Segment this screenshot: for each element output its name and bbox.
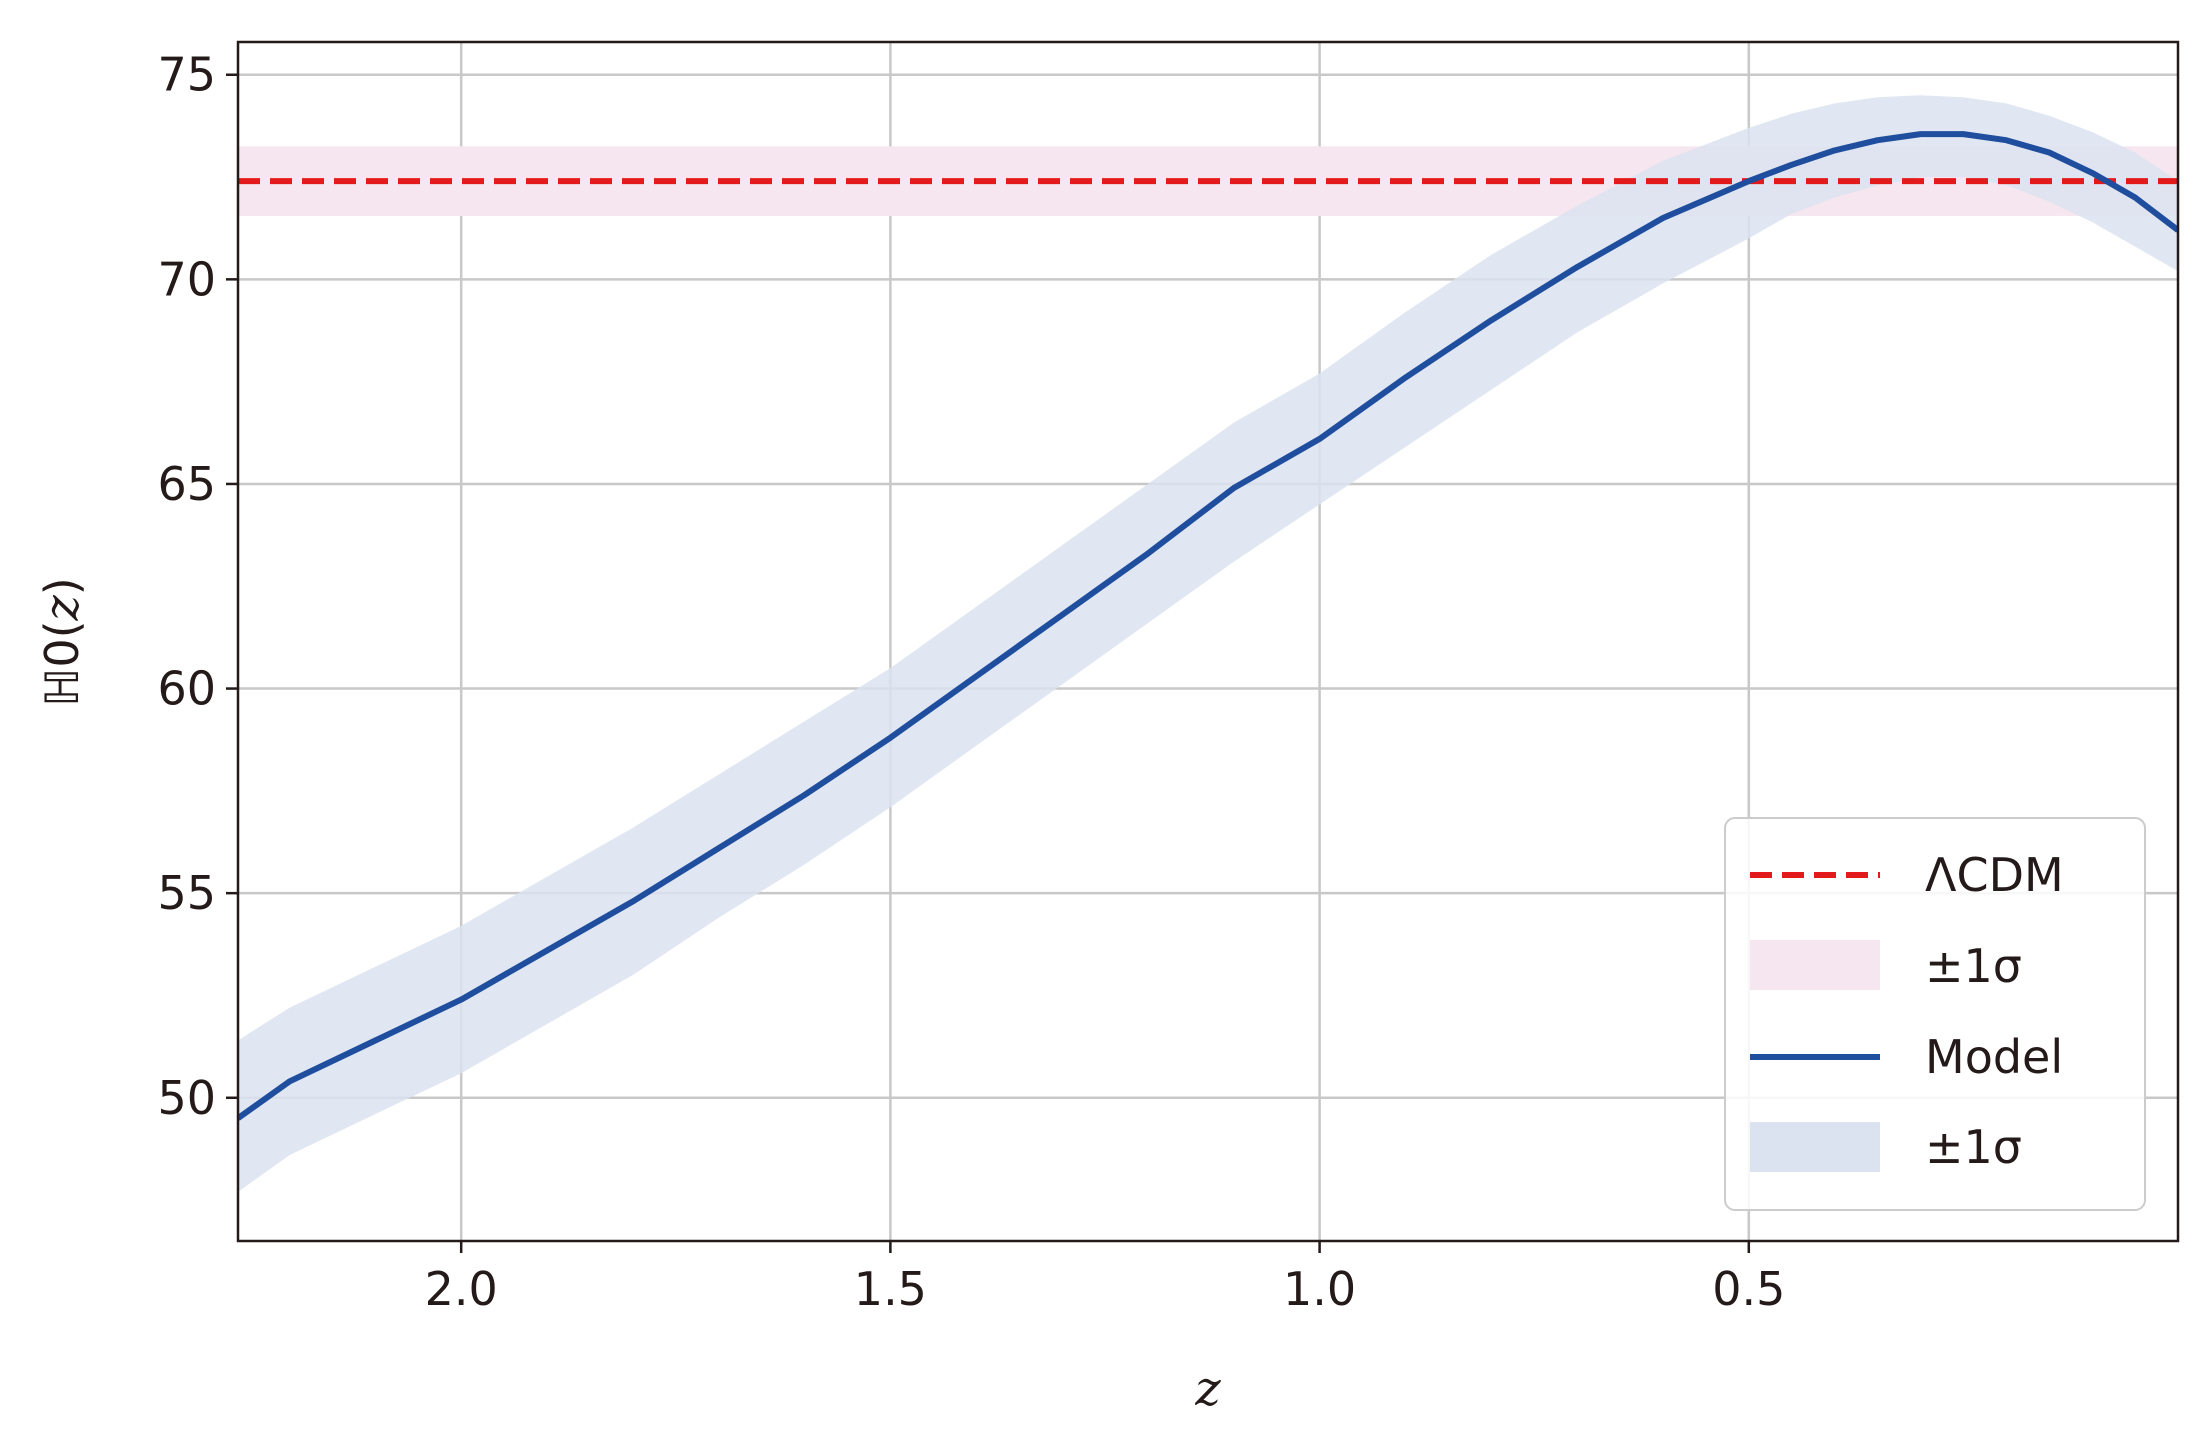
legend-model-band-swatch	[1750, 1122, 1880, 1172]
legend-lcdm-band-label: ±1σ	[1925, 939, 2022, 993]
grid	[238, 42, 2178, 1241]
y-axis-label: ℍ0(z)	[34, 577, 90, 707]
legend-model-label: Model	[1925, 1030, 2063, 1084]
legend-lcdm-band-swatch	[1750, 940, 1880, 990]
x-axis-label: z	[1194, 1361, 1221, 1417]
y-tick-label: 50	[157, 1071, 216, 1125]
x-tick-label: 2.0	[425, 1262, 498, 1316]
y-tick-label: 65	[157, 457, 216, 511]
lines	[238, 131, 2178, 1121]
legend-frame	[1724, 817, 2146, 1211]
y-tick-label: 70	[157, 252, 216, 306]
y-tick-label: 60	[157, 662, 216, 716]
legend-model-band-label: ±1σ	[1925, 1120, 2022, 1174]
model-sigma-band	[238, 95, 2178, 1192]
x-tick-label: 0.5	[1712, 1262, 1785, 1316]
y-tick-label: 75	[157, 48, 216, 102]
x-tick-label: 1.0	[1283, 1262, 1356, 1316]
legend-lcdm-label: ΛCDM	[1925, 848, 2064, 902]
model-line	[238, 131, 2178, 1121]
y-tick-label: 55	[157, 866, 216, 920]
ticks: 2.0 1.5 1.0 0.5 50 55 60 65 70 75	[157, 48, 1785, 1316]
x-tick-label: 1.5	[854, 1262, 927, 1316]
plot-frame	[236, 40, 2180, 1243]
legend: ΛCDM ±1σ Model ±1σ	[1724, 817, 2146, 1211]
